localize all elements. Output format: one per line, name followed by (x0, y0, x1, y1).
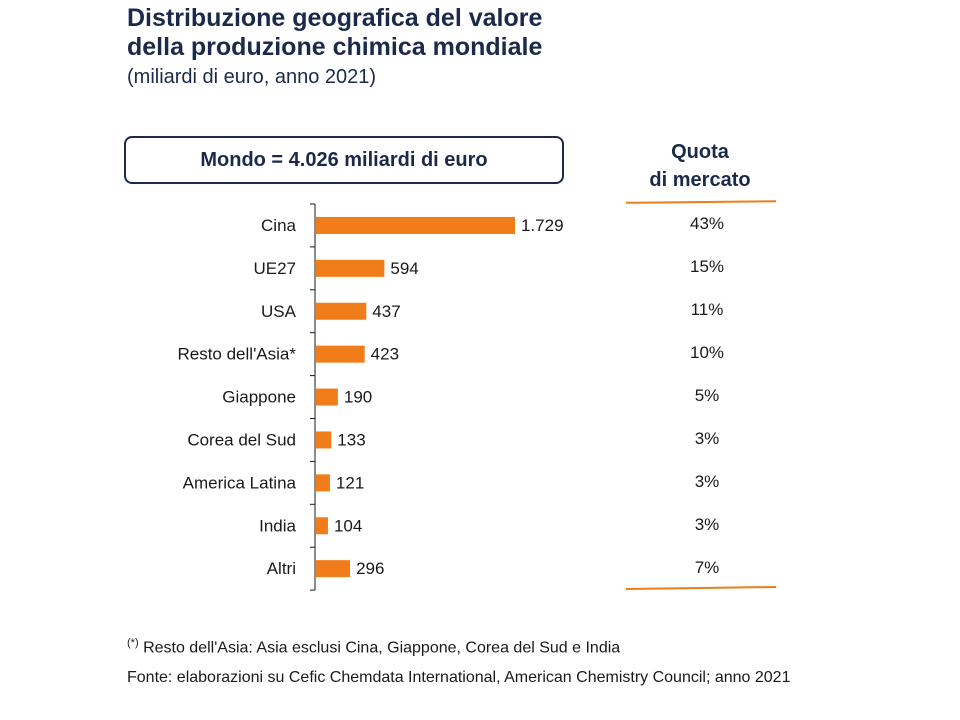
market-share-header-line-1: Quota (671, 141, 729, 163)
category-label: Altri (267, 559, 296, 578)
market-share-value: 3% (694, 514, 720, 534)
bar (316, 302, 367, 320)
category-label: America Latina (183, 473, 297, 492)
value-label: 121 (336, 473, 364, 492)
world-total-label: Mondo = 4.026 miliardi di euro (200, 148, 488, 171)
market-share-value: 3% (694, 428, 720, 448)
chart-title: Distribuzione geografica del valore dell… (127, 4, 542, 62)
value-label: 594 (390, 259, 418, 278)
market-share-header-line-2: di mercato (649, 169, 751, 191)
value-label: 437 (372, 302, 400, 321)
bar (316, 560, 351, 578)
bar (316, 388, 338, 406)
value-label: 190 (344, 388, 372, 407)
bar (316, 259, 385, 277)
value-label: 104 (334, 516, 362, 535)
bar (316, 216, 515, 234)
market-share-value: 7% (694, 557, 720, 577)
category-label: UE27 (253, 259, 296, 278)
market-share-header: Quota di mercato (612, 138, 788, 194)
category-label: Resto dell'Asia* (177, 345, 296, 364)
value-label: 423 (371, 345, 399, 364)
bar (316, 474, 330, 492)
footnote-marker: (*) (127, 637, 139, 649)
title-line-1: Distribuzione geografica del valore (127, 4, 543, 32)
category-label: India (259, 516, 296, 535)
category-label: Corea del Sud (187, 430, 296, 449)
footnote: (*) Resto dell'Asia: Asia esclusi Cina, … (127, 637, 620, 657)
market-share-value: 15% (689, 257, 725, 277)
chart-subtitle: (miliardi di euro, anno 2021) (127, 66, 377, 88)
bar (316, 431, 332, 449)
title-line-2: della produzione chimica mondiale (127, 33, 543, 61)
footnote-text: Resto dell'Asia: Asia esclusi Cina, Giap… (143, 639, 621, 657)
market-share-value: 5% (694, 386, 720, 406)
category-label: Cina (261, 216, 297, 235)
value-label: 296 (356, 559, 384, 578)
world-total-box: Mondo = 4.026 miliardi di euro (124, 136, 564, 184)
value-label: 133 (337, 430, 365, 449)
market-share-value: 10% (689, 343, 725, 363)
bar (316, 517, 328, 535)
market-share-value: 3% (694, 471, 720, 491)
market-share-value: 43% (689, 214, 725, 234)
market-share-value: 11% (690, 300, 724, 320)
bar (316, 345, 365, 363)
category-label: USA (261, 302, 297, 321)
source-note: Fonte: elaborazioni su Cefic Chemdata In… (127, 669, 791, 686)
value-label: 1.729 (521, 216, 564, 235)
category-label: Giappone (222, 388, 296, 407)
